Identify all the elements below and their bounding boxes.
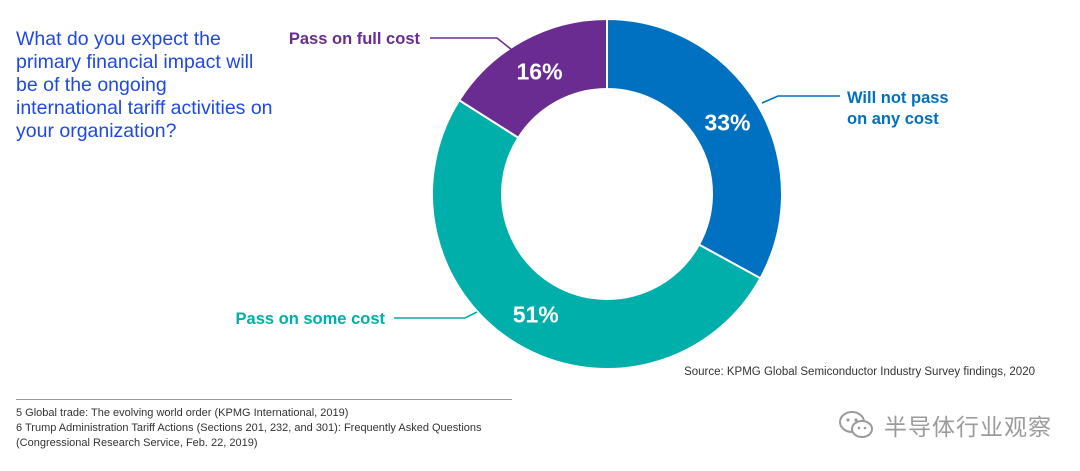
watermark-text: 半导体行业观察	[884, 415, 1052, 441]
value-label-will-not-pass: 33%	[704, 110, 750, 136]
footnote-6-cont: (Congressional Research Service, Feb. 22…	[16, 437, 258, 449]
source-note: Source: KPMG Global Semiconductor Indust…	[684, 366, 1035, 378]
slice-pass-some	[431, 98, 762, 370]
slice-pass-full	[457, 17, 608, 140]
value-label-pass-some: 51%	[513, 302, 559, 328]
value-label-pass-full: 16%	[517, 58, 563, 84]
callout-pass-full: Pass on full cost	[289, 30, 421, 48]
callout-pass-some: Pass on some cost	[236, 310, 386, 328]
leader-line-pass-some	[394, 311, 478, 319]
callout-will-not-pass-line2: on any cost	[847, 110, 939, 128]
footnote-divider	[16, 399, 512, 400]
slice-will-not-pass	[606, 17, 783, 280]
footnotes: 5 Global trade: The evolving world order…	[16, 406, 536, 451]
leader-line-pass-full	[430, 37, 513, 51]
watermark: 半导体行业观察	[838, 408, 1052, 442]
question-text: What do you expect the primary financial…	[16, 28, 273, 142]
callout-will-not-pass-line1: Will not pass	[847, 89, 949, 107]
wechat-icon	[839, 411, 873, 438]
footnote-5: 5 Global trade: The evolving world order…	[16, 407, 349, 419]
leader-line-will-not-pass	[761, 95, 840, 104]
footnote-6: 6 Trump Administration Tariff Actions (S…	[16, 422, 482, 434]
